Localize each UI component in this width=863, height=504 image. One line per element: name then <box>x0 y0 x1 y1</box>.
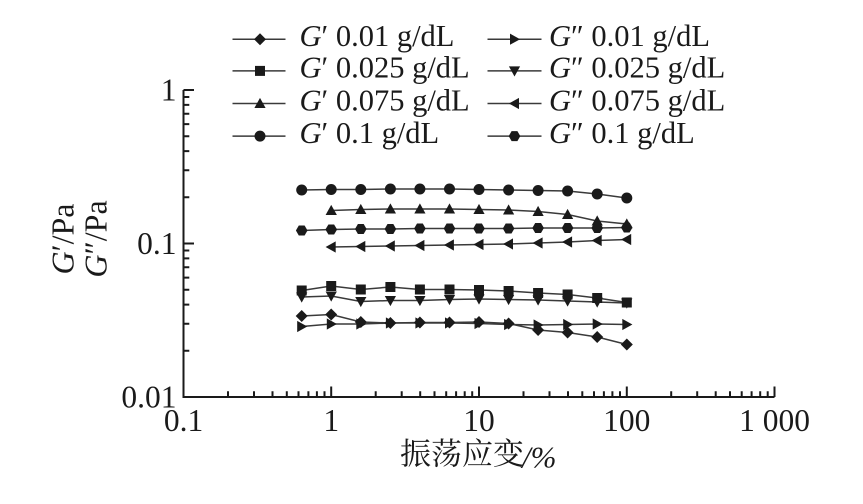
svg-text:G′/Pa: G′/Pa <box>45 204 81 275</box>
svg-text:G′ 0.025 g/dL: G′ 0.025 g/dL <box>300 51 470 85</box>
svg-text:G″/Pa: G″/Pa <box>78 200 114 277</box>
svg-text:G″ 0.075 g/dL: G″ 0.075 g/dL <box>549 83 725 117</box>
svg-text:100: 100 <box>603 403 650 438</box>
svg-text:G″ 0.01 g/dL: G″ 0.01 g/dL <box>549 19 710 53</box>
svg-text:1 000: 1 000 <box>739 403 810 438</box>
svg-text:0.1: 0.1 <box>164 403 203 438</box>
svg-text:G′ 0.01 g/dL: G′ 0.01 g/dL <box>300 19 455 53</box>
svg-text:10: 10 <box>463 403 495 438</box>
svg-text:G″ 0.1 g/dL: G″ 0.1 g/dL <box>549 116 695 150</box>
svg-text:0.1: 0.1 <box>137 226 176 261</box>
svg-text:G″ 0.025 g/dL: G″ 0.025 g/dL <box>549 51 725 85</box>
svg-text:/%: /% <box>520 440 556 475</box>
svg-text:G′ 0.1 g/dL: G′ 0.1 g/dL <box>300 116 440 150</box>
svg-text:1: 1 <box>323 403 339 438</box>
svg-text:G′ 0.075 g/dL: G′ 0.075 g/dL <box>300 83 470 117</box>
svg-text:1: 1 <box>161 72 177 107</box>
svg-text:0.01: 0.01 <box>121 379 176 414</box>
